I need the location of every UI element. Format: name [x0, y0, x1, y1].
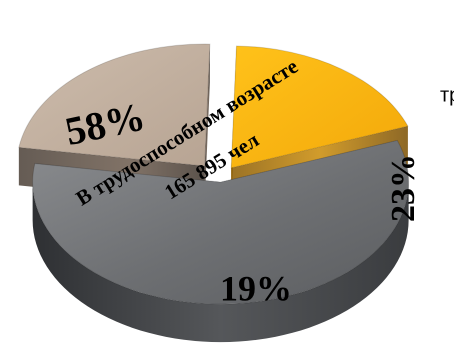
pie-slice-top: [32, 139, 410, 305]
pie-slice-top: [230, 45, 409, 169]
pie-slice-cut: [204, 44, 210, 205]
pie-value-label: 19%: [220, 268, 292, 308]
pie-slice-wall: [32, 182, 409, 343]
pie-value-label: 23%: [385, 154, 422, 222]
slice-category-label-cut: тр: [440, 84, 454, 106]
pie-slice-1: [32, 139, 410, 343]
pie-slice-top: [18, 43, 211, 167]
